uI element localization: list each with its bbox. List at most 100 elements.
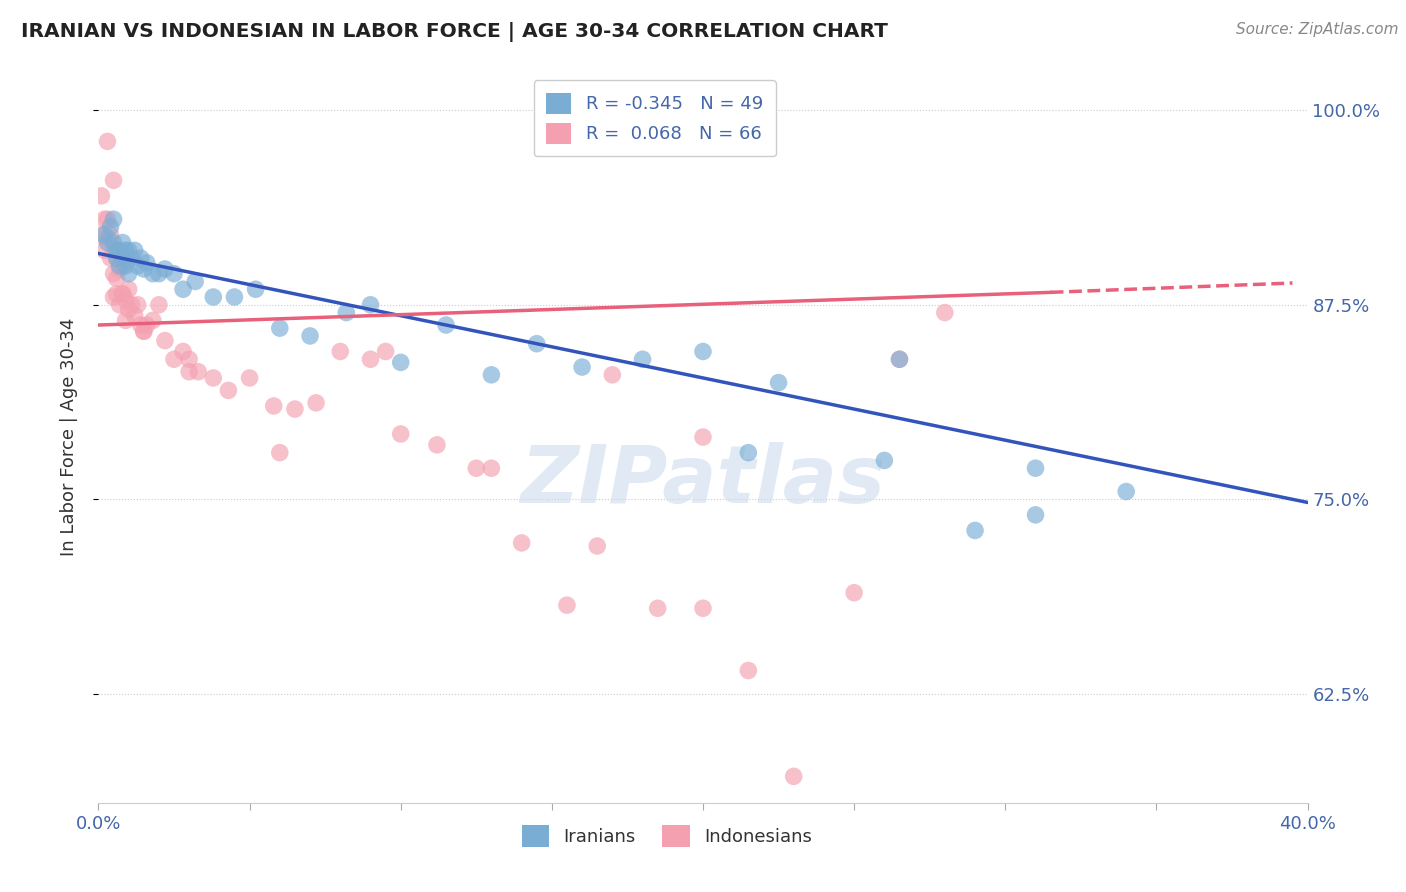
Point: [124, 244, 146, 258]
Point: [153, 334, 176, 348]
Point: [142, 313, 165, 327]
Point: [96, 135, 118, 149]
Point: [93, 244, 115, 258]
Point: [108, 262, 131, 277]
Point: [305, 396, 328, 410]
Point: [571, 359, 593, 374]
Point: [96, 235, 118, 250]
Point: [121, 298, 143, 312]
Legend: Iranians, Indonesians: Iranians, Indonesians: [513, 816, 821, 856]
Point: [465, 461, 488, 475]
Point: [481, 368, 503, 382]
Point: [263, 399, 285, 413]
Point: [121, 251, 143, 265]
Point: [111, 286, 134, 301]
Point: [202, 290, 225, 304]
Point: [360, 298, 382, 312]
Point: [108, 298, 131, 312]
Text: IRANIAN VS INDONESIAN IN LABOR FORCE | AGE 30-34 CORRELATION CHART: IRANIAN VS INDONESIAN IN LABOR FORCE | A…: [21, 22, 889, 42]
Point: [142, 267, 165, 281]
Point: [111, 235, 134, 250]
Point: [114, 293, 136, 307]
Point: [783, 769, 806, 783]
Point: [692, 430, 714, 444]
Point: [1024, 508, 1046, 522]
Point: [389, 355, 412, 369]
Point: [105, 271, 128, 285]
Point: [90, 227, 112, 242]
Point: [586, 539, 609, 553]
Point: [631, 352, 654, 367]
Point: [96, 231, 118, 245]
Point: [148, 298, 170, 312]
Point: [135, 256, 157, 270]
Text: Source: ZipAtlas.com: Source: ZipAtlas.com: [1236, 22, 1399, 37]
Point: [692, 601, 714, 615]
Point: [163, 352, 186, 367]
Point: [127, 298, 149, 312]
Point: [184, 275, 207, 289]
Point: [389, 427, 412, 442]
Point: [103, 290, 125, 304]
Point: [335, 305, 357, 319]
Point: [100, 251, 122, 265]
Point: [114, 244, 136, 258]
Point: [118, 282, 141, 296]
Point: [526, 336, 548, 351]
Point: [153, 262, 176, 277]
Point: [108, 259, 131, 273]
Point: [934, 305, 956, 319]
Point: [118, 302, 141, 317]
Point: [269, 445, 291, 459]
Point: [426, 438, 449, 452]
Point: [889, 352, 911, 367]
Point: [217, 384, 239, 398]
Point: [434, 318, 457, 332]
Point: [127, 259, 149, 273]
Point: [93, 227, 115, 242]
Point: [96, 212, 118, 227]
Point: [103, 173, 125, 187]
Point: [844, 585, 866, 599]
Point: [90, 189, 112, 203]
Point: [118, 267, 141, 281]
Point: [129, 318, 152, 332]
Point: [105, 251, 128, 265]
Point: [172, 282, 194, 296]
Point: [114, 259, 136, 273]
Point: [111, 286, 134, 301]
Point: [103, 244, 125, 258]
Point: [103, 235, 125, 250]
Point: [647, 601, 669, 615]
Point: [118, 244, 141, 258]
Text: ZIPatlas: ZIPatlas: [520, 442, 886, 520]
Point: [224, 290, 246, 304]
Point: [179, 365, 201, 379]
Point: [135, 318, 157, 332]
Point: [132, 262, 155, 277]
Point: [105, 251, 128, 265]
Point: [129, 251, 152, 265]
Point: [768, 376, 790, 390]
Point: [245, 282, 267, 296]
Point: [360, 352, 382, 367]
Point: [93, 212, 115, 227]
Point: [103, 267, 125, 281]
Point: [602, 368, 624, 382]
Point: [105, 244, 128, 258]
Point: [132, 324, 155, 338]
Point: [329, 344, 352, 359]
Point: [111, 251, 134, 265]
Point: [965, 524, 987, 538]
Point: [179, 352, 201, 367]
Point: [692, 344, 714, 359]
Point: [374, 344, 396, 359]
Point: [481, 461, 503, 475]
Point: [299, 329, 322, 343]
Point: [100, 227, 122, 242]
Point: [510, 536, 533, 550]
Point: [202, 371, 225, 385]
Point: [105, 286, 128, 301]
Point: [873, 453, 896, 467]
Y-axis label: In Labor Force | Age 30-34: In Labor Force | Age 30-34: [59, 318, 77, 557]
